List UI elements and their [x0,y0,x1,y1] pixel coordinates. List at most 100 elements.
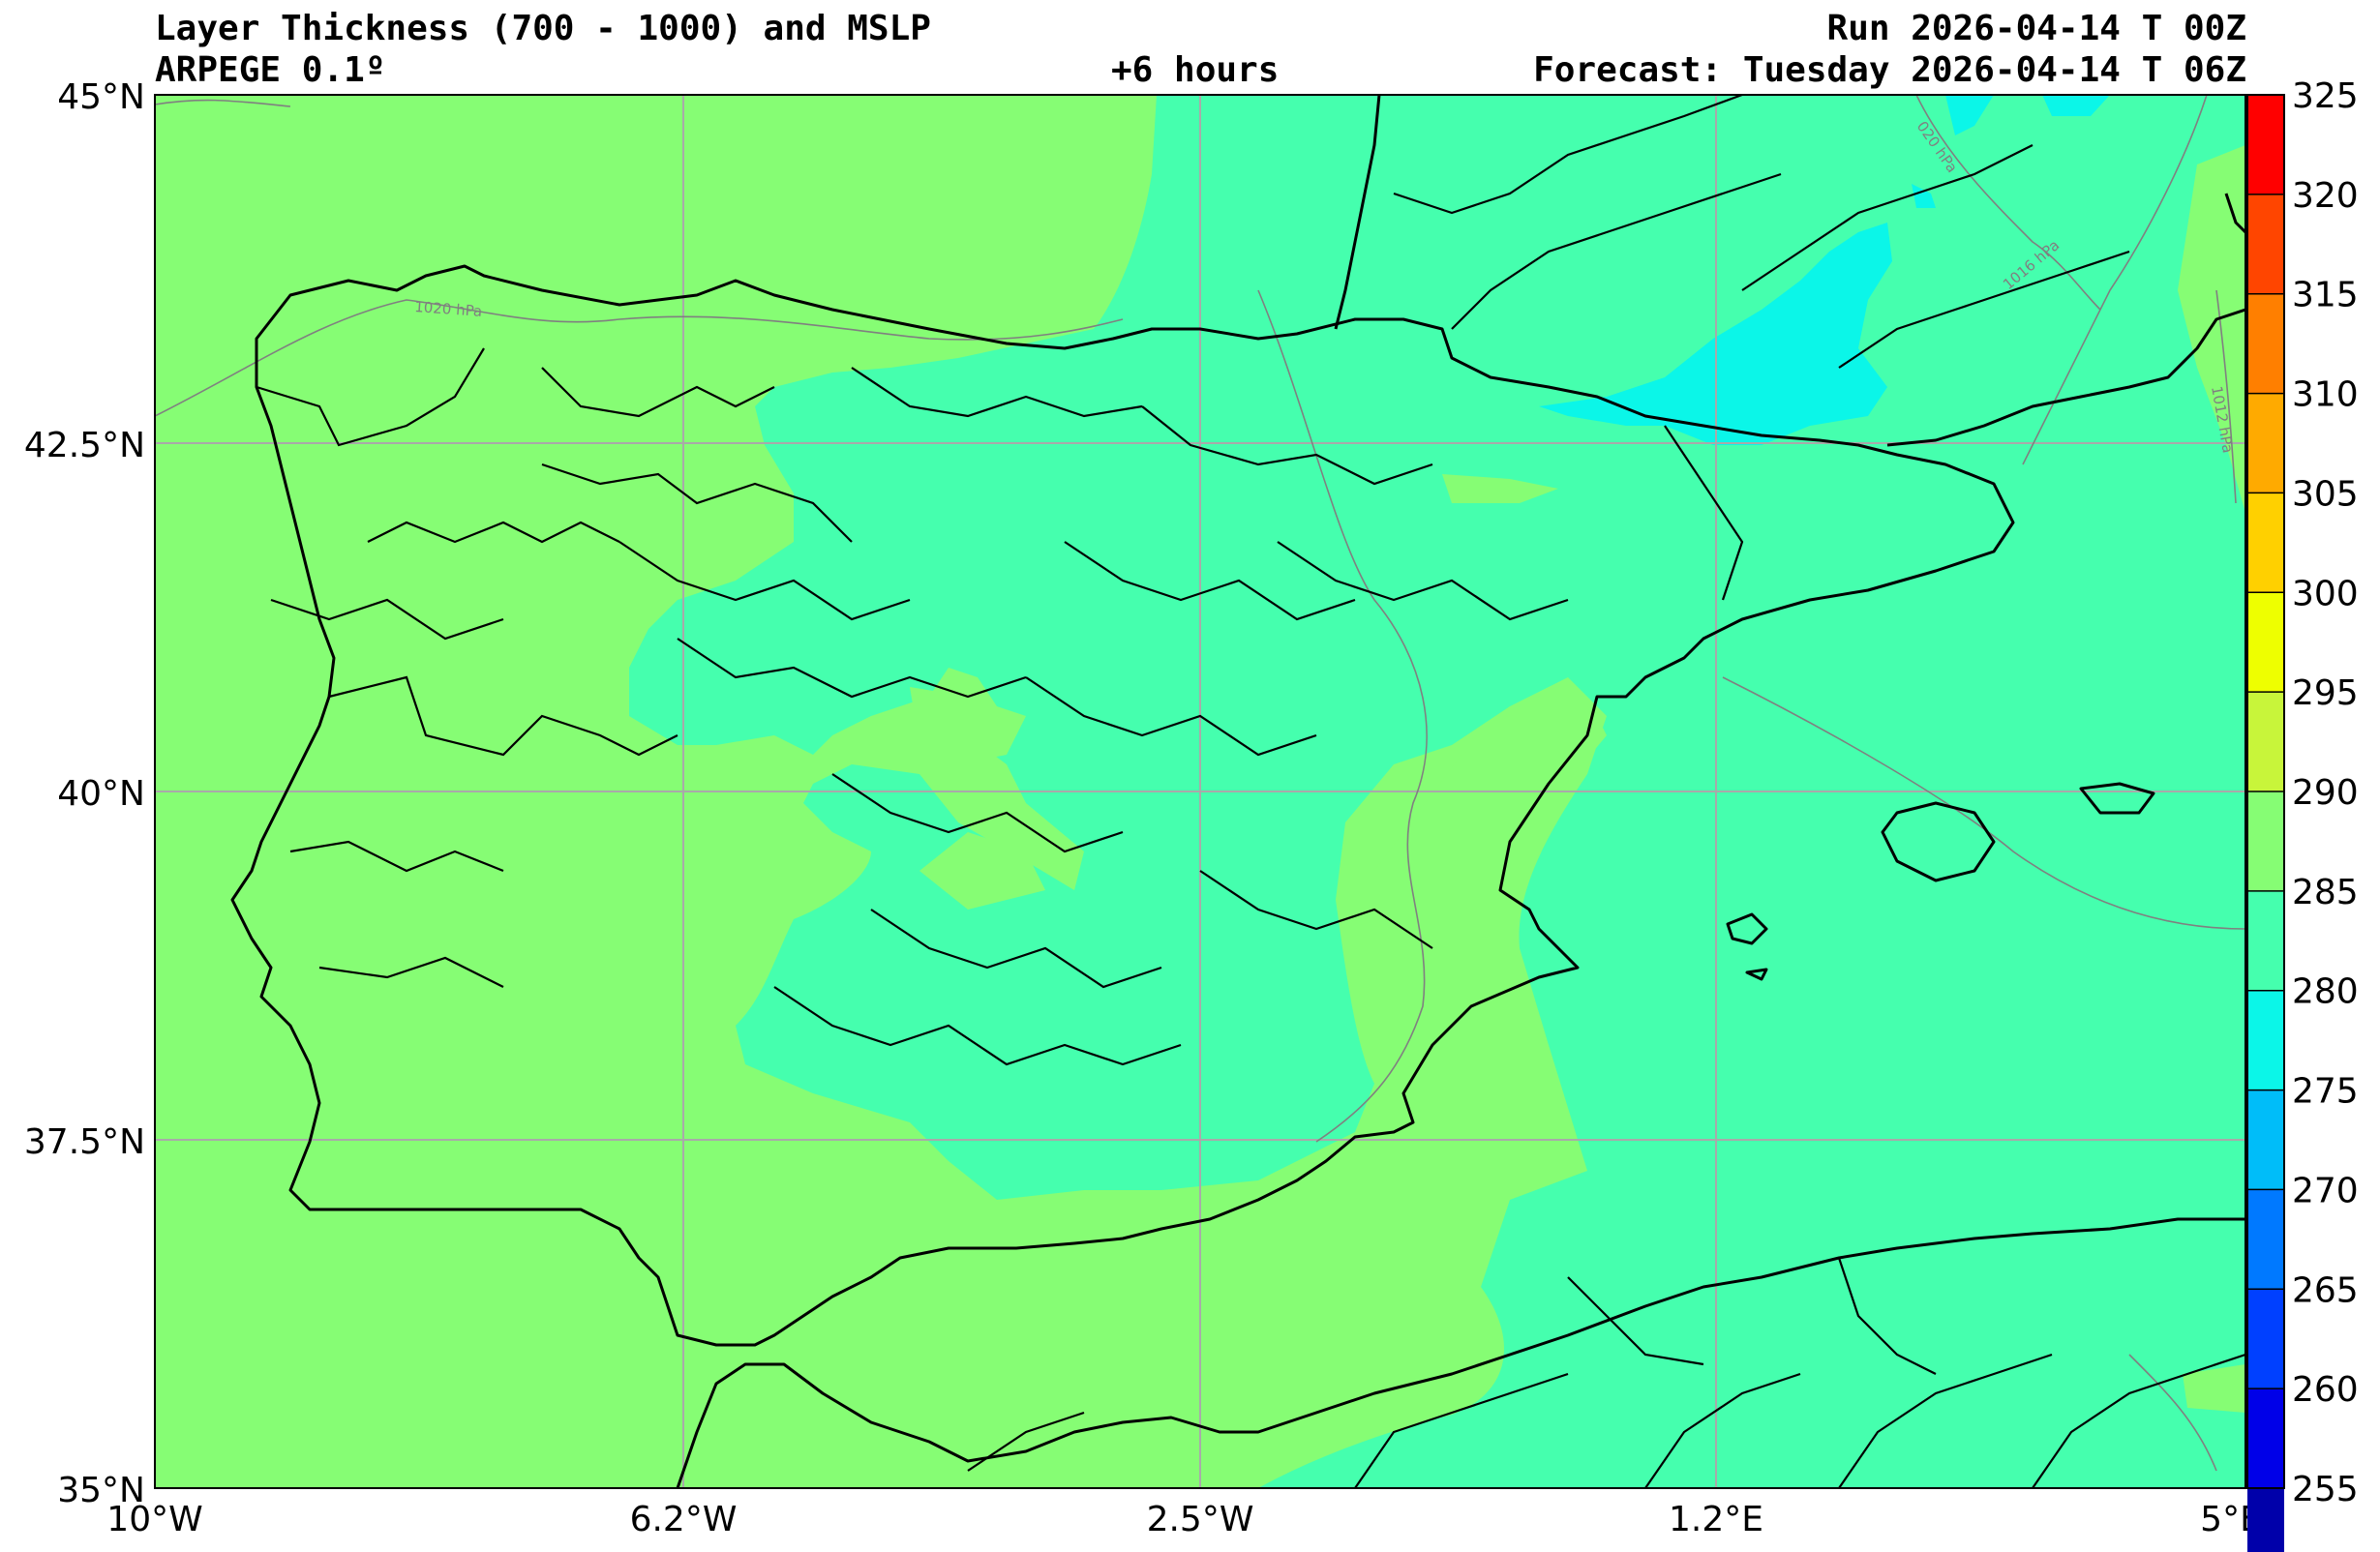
colorbar-segment [2247,1388,2284,1488]
isobar-line [1722,676,2245,930]
lat-label: 35°N [57,1471,145,1510]
border-line [1741,144,2034,291]
field-280-285 [1912,184,1936,208]
border-line [270,598,504,641]
border-line [2032,1353,2245,1488]
colorbar-segment [2247,293,2284,394]
border-line [1141,405,1433,486]
forecast-label: Forecast: Tuesday 2026-04-14 T 06Z [1533,50,2246,90]
border-line [1393,95,1743,215]
field-290-295-patch [2183,1364,2245,1413]
colorbar-segment [2247,194,2284,294]
menorca-coastline [2079,782,2155,815]
border-line [318,956,504,988]
border-line [1838,250,2130,369]
coastlines-and-borders [230,95,2245,1488]
border-line [328,675,678,757]
colorbar-segment [2247,1488,2284,1552]
border-line [541,463,853,543]
colorbar-segment [2247,692,2284,791]
border-line [256,347,485,447]
border-line [967,1411,1085,1472]
border-line [1025,676,1317,757]
colorbar-segment [2247,1089,2284,1190]
lon-label: 6.2°W [630,1500,738,1539]
colorbar-segment [2247,890,2284,991]
colorbar-tick-label: 310 [2292,375,2359,415]
lon-label: 2.5°W [1147,1500,1254,1539]
lon-axis: 10°W 6.2°W 2.5°W 1.2°E 5°E [106,1500,2262,1539]
border-line [1567,1276,1704,1366]
border-line [1664,425,1744,601]
border-line [618,541,911,621]
border-line [1837,1257,1937,1375]
border-line [289,840,504,873]
france-south-coastline [1886,308,2245,447]
colorbar-tick-label: 290 [2292,773,2359,813]
model-label: ARPEGE 0.1º [155,50,386,90]
ibiza-coastline [1726,912,1768,945]
isobars [155,95,2245,1472]
formentera-coastline [1745,968,1768,981]
mallorca-coastline [1881,801,1996,882]
field-290-295-patch [919,832,1045,910]
colorbar-segment [2247,1289,2284,1389]
colorbar-segment [2247,791,2284,891]
colorbar-tick-label: 315 [2292,276,2359,315]
map-title: Layer Thickness (700 - 1000) and MSLP [155,9,931,48]
lon-label: 10°W [106,1500,202,1539]
isobar-label: 1020 hPa [414,298,483,320]
colorbar-segment [2247,990,2284,1090]
isobar-line [2022,95,2208,465]
field-280-285 [1945,95,1994,135]
field-280-285 [1539,223,1892,445]
border-line [773,986,1182,1066]
field-290-295-patch [1442,474,1558,503]
corsica-sardinia-coastline [2224,193,2245,234]
colorbar-tick-label: 305 [2292,474,2359,514]
colorbar-tick-label: 320 [2292,176,2359,216]
colorbar-tick-label: 300 [2292,574,2359,613]
colorbar-tick-label: 280 [2292,972,2359,1012]
border-line [851,367,1143,418]
colorbar: 325 320 315 310 305 300 295 290 285 280 275 270 265 2… [2246,76,2359,1552]
colorbar-segment [2247,592,2284,693]
map-area: 1020 hPa 1016 hPa 1012 hPa 020 hPa [155,95,2245,1488]
lon-label: 1.2°E [1669,1500,1763,1539]
map-frame [154,94,2246,1489]
colorbar-tick-label: 295 [2292,673,2359,713]
border-line [1644,1372,1801,1488]
border-line [1199,870,1433,949]
border-line [1064,541,1356,621]
isobar-line [1257,289,1428,1143]
colorbar-segment [2247,1189,2284,1290]
isobar-line [1915,95,2101,311]
isobar-line [2128,1354,2217,1472]
border-line [367,521,620,544]
border-line [541,367,775,418]
lat-axis: 45°N 42.5°N 40°N 37.5°N 35°N [24,77,145,1510]
colorbar-tick-label: 260 [2292,1370,2359,1410]
lat-label: 40°N [57,774,145,814]
africa-coastline [676,1217,2245,1488]
lead-time-label: +6 hours [1111,50,1280,90]
colorbar-segment [2247,95,2284,194]
iberia-coastline [230,264,2015,1347]
run-label: Run 2026-04-14 T 00Z [1826,9,2246,48]
border-line [870,909,1162,989]
border-line [677,638,1027,699]
colorbar-tick-label: 255 [2292,1470,2359,1509]
border-line [1277,541,1569,621]
field-290-295-patch [1374,697,1607,929]
border-line [831,773,1124,853]
colorbar-tick-label: 270 [2292,1171,2359,1210]
border-line [1451,172,1782,330]
colorbar-segment [2247,393,2284,493]
isobar-line [155,299,1124,417]
colorbar-tick-label: 275 [2292,1072,2359,1112]
field-280-285 [2042,95,2110,116]
france-coastline [1334,95,1381,330]
lat-label: 42.5°N [24,426,145,465]
border-line [1838,1353,2053,1488]
